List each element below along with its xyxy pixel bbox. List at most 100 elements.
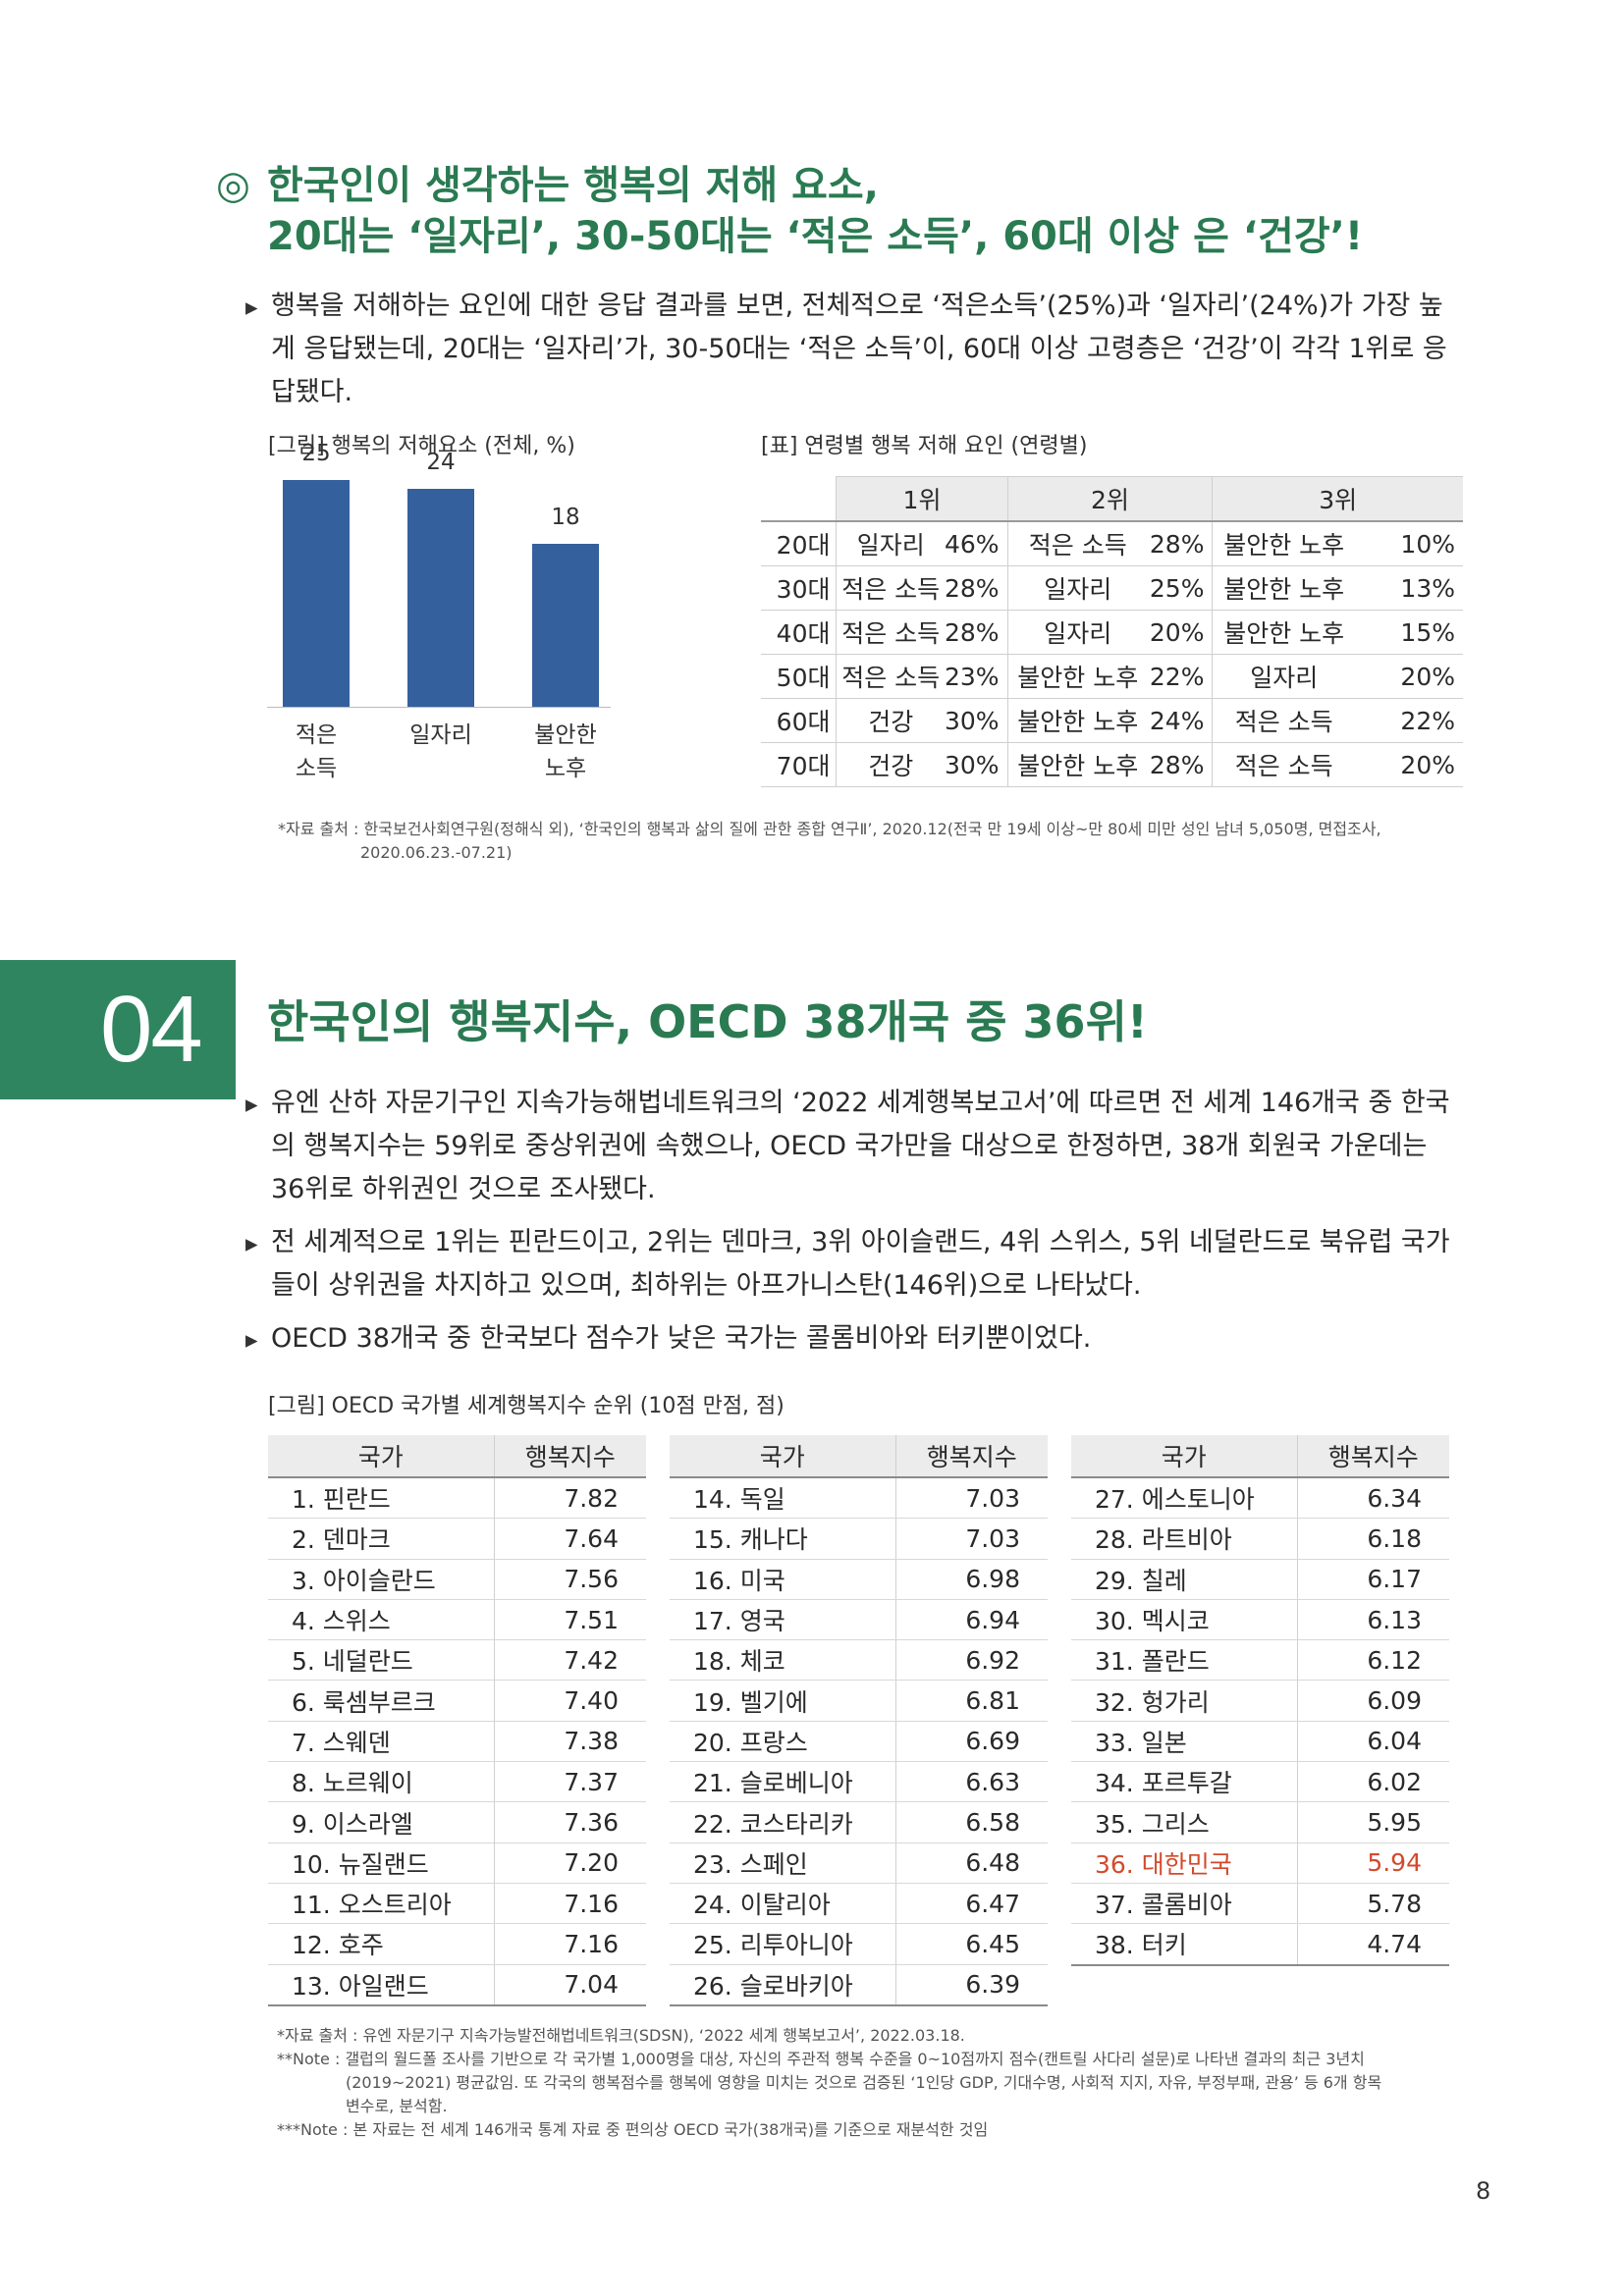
table-row: 23. 스페인 6.48 — [670, 1842, 1048, 1884]
paragraph-line: OECD 38개국 중 한국보다 점수가 낮은 국가는 콜롬비아와 터키뿐이었다… — [271, 1323, 1092, 1354]
country-name: 31. 폴란드 — [1071, 1639, 1297, 1682]
factor-name: 불안한 노후 — [1212, 520, 1355, 566]
country-name: 30. 멕시코 — [1071, 1599, 1297, 1641]
happiness-score: 7.51 — [493, 1599, 646, 1641]
age-factor-table: 1위 2위 3위 20대 일자리 46% 적은 소득 28% 불안한 노후 10% 30대 적은… — [761, 476, 1463, 787]
country-name: 11. 오스트리아 — [268, 1883, 494, 1925]
table-row: 33. 일본 6.04 — [1071, 1721, 1449, 1763]
factor-percent: 20% — [1354, 654, 1463, 699]
happiness-score: 7.03 — [894, 1477, 1048, 1520]
table-row: 18. 체코 6.92 — [670, 1639, 1048, 1682]
happiness-score: 5.94 — [1296, 1842, 1449, 1884]
country-name: 21. 슬로베니아 — [670, 1761, 895, 1803]
table-row: 9. 이스라엘 7.36 — [268, 1801, 646, 1843]
table-row: 30. 멕시코 6.13 — [1071, 1599, 1449, 1641]
country-name: 32. 헝가리 — [1071, 1680, 1297, 1722]
table-row: 35. 그리스 5.95 — [1071, 1801, 1449, 1843]
country-name: 36. 대한민국 — [1071, 1842, 1297, 1884]
country-name: 12. 호주 — [268, 1923, 494, 1965]
age-label: 50대 — [761, 654, 838, 699]
table-row: 6. 룩셈부르크 7.40 — [268, 1680, 646, 1722]
country-name: 9. 이스라엘 — [268, 1801, 494, 1843]
happiness-score: 7.04 — [493, 1964, 646, 2006]
section1-subtitle: 20대는 ‘일자리’, 30-50대는 ‘적은 소득’, 60대 이상 은 ‘건… — [267, 214, 1364, 259]
paragraph-line: 게 응답됐는데, 20대는 ‘일자리’가, 30-50대는 ‘적은 소득’이, … — [271, 334, 1447, 364]
country-name: 19. 벨기에 — [670, 1680, 895, 1722]
table-row: 26. 슬로바키아 6.39 — [670, 1964, 1048, 2006]
country-name: 27. 에스토니아 — [1071, 1477, 1297, 1520]
factor-percent: 28% — [944, 610, 1008, 655]
section1-title: ◎ 한국인이 생각하는 행복의 저해 요소, — [216, 157, 1492, 214]
table-row: 7. 스웨덴 7.38 — [268, 1721, 646, 1763]
factor-percent: 20% — [1148, 610, 1214, 655]
factor-name: 적은 소득 — [1212, 742, 1355, 787]
note-line: **Note : 갤럽의 월드폴 조사를 기반으로 각 국가별 1,000명을 … — [277, 2050, 1365, 2068]
age-row: 60대 건강 30% 불안한 노후 24% 적은 소득 22% — [761, 698, 1463, 743]
age-label: 20대 — [761, 520, 838, 566]
ranking-header: 국가 행복지수 — [268, 1435, 646, 1478]
section-number: 04 — [100, 977, 203, 1082]
country-name: 37. 콜롬비아 — [1071, 1883, 1297, 1925]
bar-2 — [407, 489, 474, 707]
country-name: 4. 스위스 — [268, 1599, 494, 1641]
table-row: 14. 독일 7.03 — [670, 1477, 1048, 1520]
happiness-score: 6.69 — [894, 1721, 1048, 1763]
country-name: 6. 룩셈부르크 — [268, 1680, 494, 1722]
happiness-score: 6.04 — [1296, 1721, 1449, 1763]
happiness-score: 6.12 — [1296, 1639, 1449, 1682]
happiness-score: 6.17 — [1296, 1559, 1449, 1600]
title-marker-icon: ◎ — [216, 163, 250, 208]
table-row: 15. 캐나다 7.03 — [670, 1518, 1048, 1560]
table-row: 13. 아일랜드 7.04 — [268, 1964, 646, 2006]
country-name: 28. 라트비아 — [1071, 1518, 1297, 1560]
factor-percent: 13% — [1354, 565, 1463, 611]
factor-percent: 28% — [1148, 520, 1214, 566]
factor-name: 일자리 — [836, 520, 945, 566]
factor-percent: 23% — [944, 654, 1008, 699]
country-header: 국가 — [268, 1435, 494, 1478]
section-number-badge — [0, 960, 236, 1099]
table-row: 34. 포르투갈 6.02 — [1071, 1761, 1449, 1803]
table-row: 2. 덴마크 7.64 — [268, 1518, 646, 1560]
source-note: *자료 출처 : 한국보건사회연구원(정해식 외), ‘한국인의 행복과 삶의 … — [278, 818, 1495, 865]
age-label: 40대 — [761, 610, 838, 655]
table-row: 12. 호주 7.16 — [268, 1923, 646, 1965]
factor-percent: 22% — [1148, 654, 1214, 699]
factor-percent: 22% — [1354, 698, 1463, 743]
happiness-score: 6.58 — [894, 1801, 1048, 1843]
happiness-score: 6.18 — [1296, 1518, 1449, 1560]
happiness-score: 7.16 — [493, 1923, 646, 1965]
paragraph-line: 36위로 하위권인 것으로 조사됐다. — [271, 1174, 656, 1204]
country-name: 16. 미국 — [670, 1559, 895, 1600]
factor-name: 일자리 — [1006, 610, 1148, 655]
factor-percent: 24% — [1148, 698, 1214, 743]
country-name: 24. 이탈리아 — [670, 1883, 895, 1925]
table-caption: [표] 연령별 행복 저해 요인 (연령별) — [761, 434, 1088, 458]
country-name: 8. 노르웨이 — [268, 1761, 494, 1803]
page-number: 8 — [1476, 2177, 1491, 2205]
bullet-icon: ▸ — [245, 1090, 258, 1118]
happiness-score: 7.03 — [894, 1518, 1048, 1560]
country-name: 25. 리투아니아 — [670, 1923, 895, 1965]
bar-3 — [532, 543, 599, 707]
factor-name: 적은 소득 — [836, 654, 945, 699]
ranking-header: 국가 행복지수 — [1071, 1435, 1449, 1478]
source-line: *자료 출처 : 한국보건사회연구원(정해식 외), ‘한국인의 행복과 삶의 … — [278, 820, 1381, 838]
table-row: 5. 네덜란드 7.42 — [268, 1639, 646, 1682]
table-row: 38. 터키 4.74 — [1071, 1923, 1449, 1966]
table-row: 27. 에스토니아 6.34 — [1071, 1477, 1449, 1520]
factor-percent: 30% — [944, 742, 1008, 787]
category-line: 불안한 — [534, 722, 597, 748]
factor-percent: 28% — [1148, 742, 1214, 787]
happiness-score: 6.39 — [894, 1964, 1048, 2006]
table-row: 22. 코스타리카 6.58 — [670, 1801, 1048, 1843]
country-name: 22. 코스타리카 — [670, 1801, 895, 1843]
paragraph-line: 의 행복지수는 59위로 중상위권에 속했으나, OECD 국가만을 대상으로 … — [271, 1131, 1428, 1161]
age-row: 30대 적은 소득 28% 일자리 25% 불안한 노후 13% — [761, 565, 1463, 611]
factor-percent: 28% — [944, 565, 1008, 611]
happiness-score: 7.38 — [493, 1721, 646, 1763]
bar-value-label: 18 — [551, 504, 580, 530]
age-row: 20대 일자리 46% 적은 소득 28% 불안한 노후 10% — [761, 520, 1463, 566]
bar-value-label: 24 — [426, 450, 456, 476]
section-number-overlay: 04 — [100, 960, 236, 1099]
